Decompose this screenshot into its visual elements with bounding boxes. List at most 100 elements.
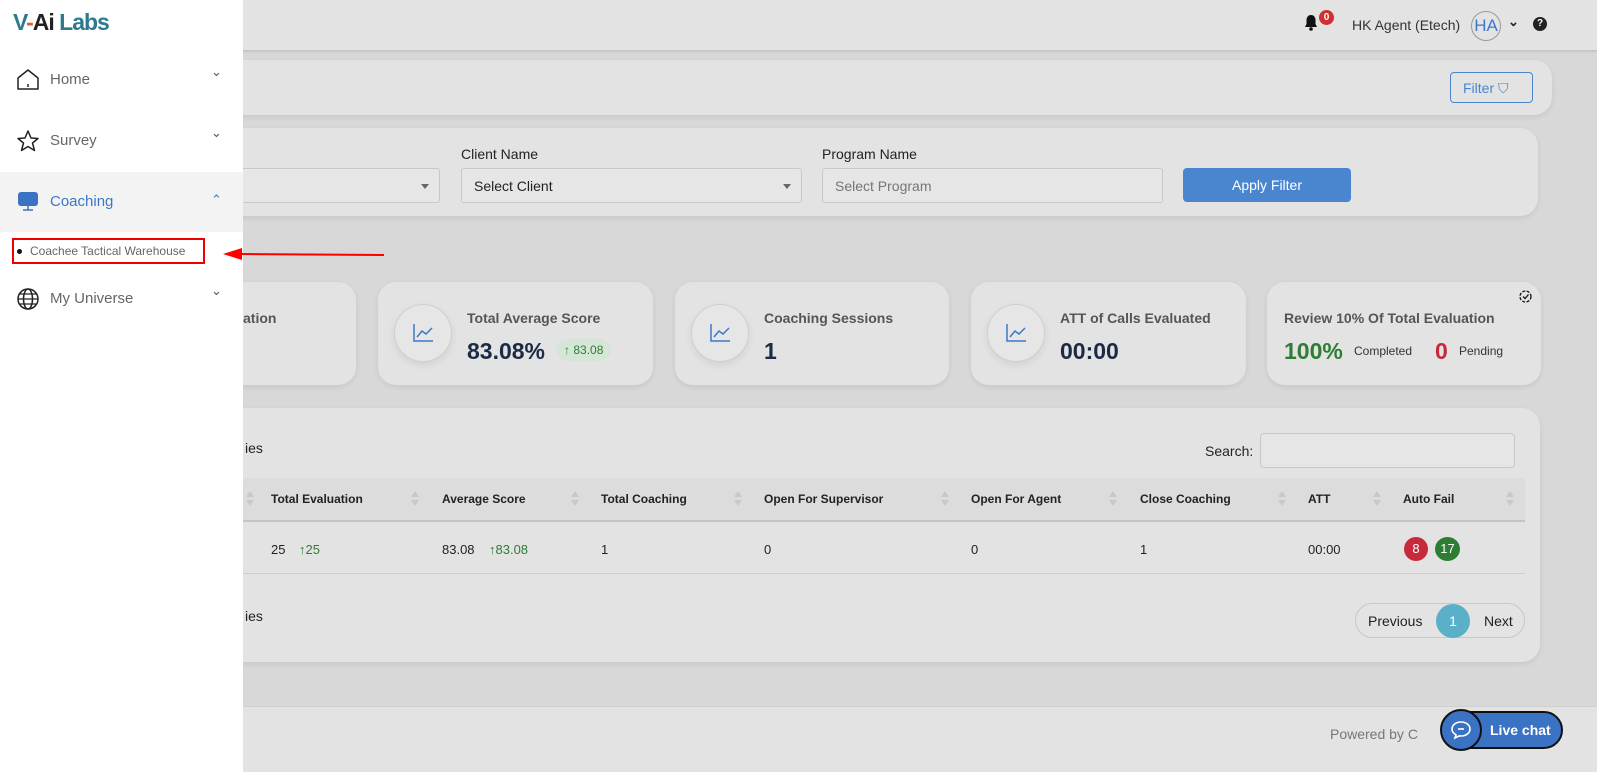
completed-label: Completed bbox=[1354, 344, 1413, 358]
powered-by: Powered by C bbox=[1330, 726, 1418, 742]
client-value: Select Client bbox=[474, 178, 553, 194]
chevron-down-icon: ⌄ bbox=[211, 283, 222, 298]
page-1-button[interactable]: 1 bbox=[1436, 604, 1470, 638]
sort-icon[interactable] bbox=[246, 491, 254, 507]
entries-length: ies bbox=[245, 440, 263, 456]
sort-icon[interactable] bbox=[1506, 491, 1514, 507]
chevron-down-icon: ⌄ bbox=[211, 125, 222, 140]
monitor-icon bbox=[18, 192, 38, 211]
pending-value: 0 bbox=[1435, 338, 1448, 364]
chevron-up-icon: ⌃ bbox=[211, 192, 222, 207]
client-label: Client Name bbox=[461, 146, 539, 162]
sidebar-subitem-coachee-tactical-warehouse[interactable]: Coachee Tactical Warehouse bbox=[12, 238, 205, 264]
cell-total-evaluation-delta: ↑25 bbox=[299, 542, 320, 557]
stat-value: 83.08% bbox=[467, 338, 546, 364]
sort-icon[interactable] bbox=[1373, 491, 1381, 507]
col-close-coaching[interactable]: Close Coaching bbox=[1140, 492, 1231, 506]
col-auto-fail[interactable]: Auto Fail bbox=[1403, 492, 1455, 506]
col-open-supervisor[interactable]: Open For Supervisor bbox=[764, 492, 884, 506]
sort-icon[interactable] bbox=[941, 491, 949, 507]
chevron-down-icon[interactable]: ⌄ bbox=[1508, 14, 1519, 29]
avatar[interactable]: HA bbox=[1471, 11, 1501, 41]
chevron-down-icon: ⌄ bbox=[211, 64, 222, 79]
cell-average-score-delta: ↑83.08 bbox=[489, 542, 529, 557]
live-chat-button[interactable]: Live chat bbox=[1440, 709, 1563, 751]
stat-value: 1 bbox=[764, 338, 777, 364]
cell-open-agent: 0 bbox=[971, 542, 979, 557]
check-circle-icon[interactable] bbox=[1519, 290, 1532, 303]
next-button[interactable]: Next bbox=[1484, 613, 1513, 629]
filter-toggle-bar: Filter ⛉ bbox=[200, 60, 1552, 115]
col-total-evaluation[interactable]: Total Evaluation bbox=[271, 492, 363, 506]
delta-value: 25 bbox=[305, 542, 320, 557]
sort-icon[interactable] bbox=[1109, 491, 1117, 507]
col-open-agent[interactable]: Open For Agent bbox=[971, 492, 1062, 506]
client-select[interactable]: Select Client bbox=[461, 168, 802, 203]
cell-open-supervisor: 0 bbox=[764, 542, 772, 557]
filter-panel: Client Name Select Client Program Name A… bbox=[200, 128, 1538, 216]
delta-value: 83.08 bbox=[495, 542, 529, 557]
chart-line-icon bbox=[987, 304, 1045, 362]
chart-line-icon bbox=[691, 304, 749, 362]
sidebar-item-my-universe[interactable]: My Universe ⌄ bbox=[0, 269, 243, 329]
footer: Powered by C bbox=[0, 706, 1597, 772]
notification-badge: 0 bbox=[1319, 10, 1334, 25]
annotation-arrow bbox=[223, 248, 385, 260]
table-row bbox=[200, 522, 1525, 574]
cell-total-coaching: 1 bbox=[601, 542, 609, 557]
sidebar-item-label: Coaching bbox=[50, 193, 114, 210]
globe-icon bbox=[17, 288, 39, 310]
completed-value: 100% bbox=[1284, 338, 1343, 364]
stat-delta: ↑ 83.08 bbox=[556, 339, 612, 361]
sidebar-item-label: Home bbox=[50, 71, 91, 88]
auto-fail-red-badge[interactable]: 8 bbox=[1404, 537, 1428, 561]
filter-label: Filter bbox=[1463, 80, 1495, 96]
col-att[interactable]: ATT bbox=[1308, 492, 1331, 506]
sidebar-item-label: Coachee Tactical Warehouse bbox=[30, 244, 186, 258]
col-average-score[interactable]: Average Score bbox=[442, 492, 526, 506]
home-icon bbox=[17, 69, 39, 90]
stat-delta-value: 83.08 bbox=[573, 343, 604, 357]
chart-line-icon bbox=[394, 304, 452, 362]
cell-close-coaching: 1 bbox=[1140, 542, 1148, 557]
funnel-icon: ⛉ bbox=[1498, 80, 1509, 96]
program-label: Program Name bbox=[822, 146, 917, 162]
search-label: Search: bbox=[1205, 443, 1254, 459]
sidebar-item-home[interactable]: Home ⌄ bbox=[0, 50, 243, 110]
stat-card-average-score: Total Average Score 83.08% ↑ 83.08 bbox=[378, 282, 653, 385]
caret-icon bbox=[421, 184, 429, 189]
pagination: Previous 1 Next bbox=[1355, 603, 1525, 638]
apply-filter-button[interactable]: Apply Filter bbox=[1183, 168, 1351, 202]
cell-att: 00:00 bbox=[1308, 542, 1341, 557]
sort-icon[interactable] bbox=[411, 491, 419, 507]
col-total-coaching[interactable]: Total Coaching bbox=[601, 492, 687, 506]
sidebar-item-label: My Universe bbox=[50, 290, 134, 307]
cell-total-evaluation: 25 bbox=[271, 542, 286, 557]
top-header: 0 HK Agent (Etech) HA ⌄ ? bbox=[0, 0, 1597, 50]
filter-button[interactable]: Filter ⛉ bbox=[1450, 72, 1533, 103]
table-header bbox=[200, 478, 1525, 522]
stat-title: ation bbox=[243, 310, 277, 326]
user-name[interactable]: HK Agent (Etech) bbox=[1352, 17, 1461, 33]
bell-icon[interactable] bbox=[1304, 14, 1318, 31]
sidebar-item-coaching[interactable]: Coaching ⌃ bbox=[0, 172, 243, 232]
live-chat-label: Live chat bbox=[1490, 722, 1551, 738]
stat-title: Total Average Score bbox=[467, 310, 601, 326]
sort-icon[interactable] bbox=[734, 491, 742, 507]
stat-card-att: ATT of Calls Evaluated 00:00 bbox=[971, 282, 1246, 385]
program-input[interactable] bbox=[822, 168, 1163, 203]
stat-value: 00:00 bbox=[1060, 338, 1119, 364]
stat-title: Review 10% Of Total Evaluation bbox=[1284, 310, 1495, 326]
search-input[interactable] bbox=[1260, 433, 1515, 468]
stat-title: Coaching Sessions bbox=[764, 310, 894, 326]
chat-bubble-icon bbox=[1440, 709, 1482, 751]
sort-icon[interactable] bbox=[1278, 491, 1286, 507]
previous-button[interactable]: Previous bbox=[1368, 613, 1423, 629]
auto-fail-green-badge[interactable]: 17 bbox=[1435, 537, 1460, 561]
help-icon[interactable]: ? bbox=[1533, 17, 1547, 31]
sidebar-item-survey[interactable]: Survey ⌄ bbox=[0, 111, 243, 171]
sort-icon[interactable] bbox=[571, 491, 579, 507]
sidebar-item-label: Survey bbox=[50, 132, 97, 149]
sidebar: V-Ai Labs Home ⌄ Survey ⌄ Coaching ⌃ Coa… bbox=[0, 0, 243, 772]
entries-info: ies bbox=[245, 608, 263, 624]
